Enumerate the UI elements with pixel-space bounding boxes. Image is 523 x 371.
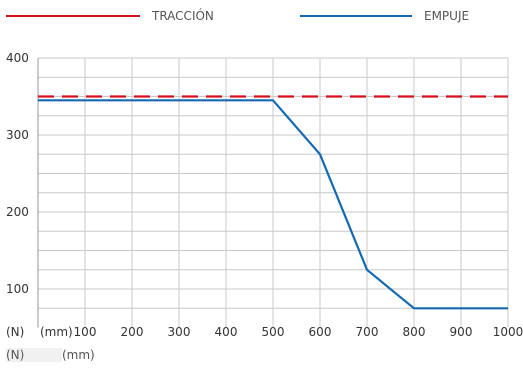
x-tick-label: 600 [309,325,332,339]
x-tick-label: 500 [262,325,285,339]
y-tick-label: 200 [6,205,29,219]
y-axis-unit: (N) [6,325,24,339]
x-tick-label: 200 [121,325,144,339]
bottom-unit-labels: (N) (mm) [6,348,95,362]
x-tick-label: 300 [168,325,191,339]
force-unit-label: (N) [6,348,62,362]
legend-label-traccion: TRACCIÓN [151,8,214,23]
y-tick-label: 300 [6,128,29,142]
series-line-empuje [38,99,508,310]
x-axis: (N) (mm) 100 200 300 400 500 600 700 800 900 1000 [6,325,523,339]
x-tick-label: 1000 [493,325,523,339]
x-tick-label: 700 [356,325,379,339]
series-layer [38,95,508,310]
legend-label-empuje: EMPUJE [424,9,469,23]
y-axis: 100 200 300 400 [6,51,29,296]
y-tick-label: 400 [6,51,29,65]
y-tick-label: 100 [6,282,29,296]
x-tick-label: 800 [403,325,426,339]
x-axis-unit: (mm) [40,325,73,339]
x-tick-label: 100 [74,325,97,339]
x-tick-label: 400 [215,325,238,339]
legend: TRACCIÓN EMPUJE [6,8,469,23]
grid [37,57,509,328]
length-unit-label: (mm) [62,348,95,362]
x-tick-label: 900 [450,325,473,339]
